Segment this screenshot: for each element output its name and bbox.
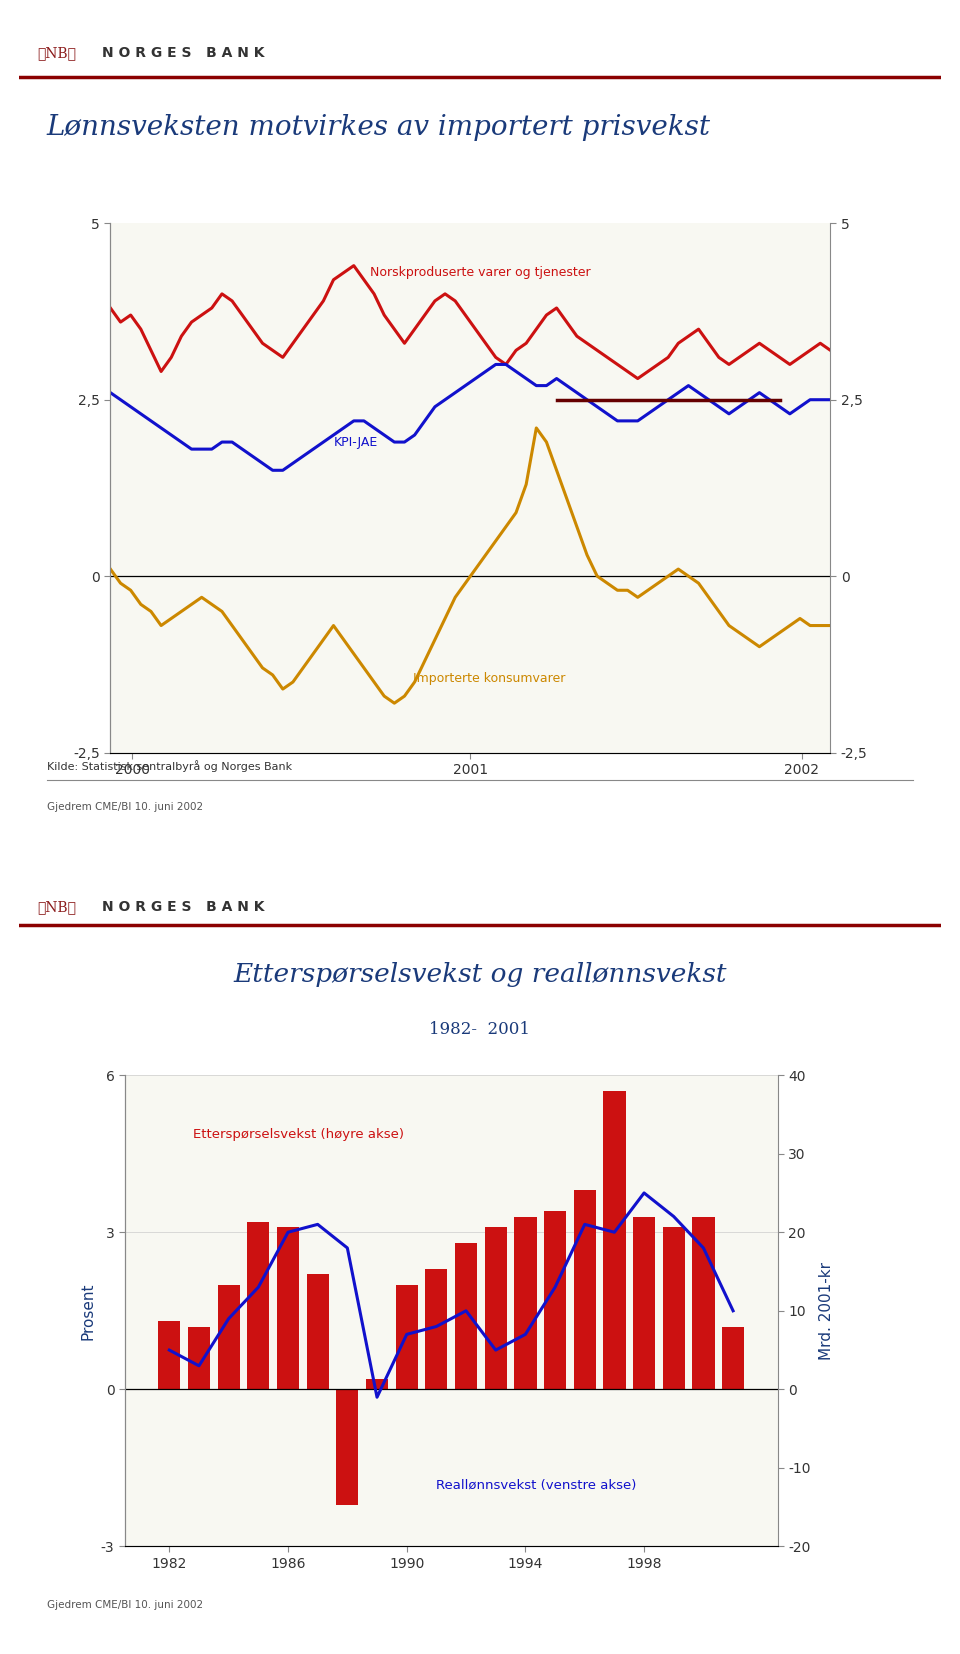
Bar — [633, 1217, 656, 1389]
Text: KPI-JAE: KPI-JAE — [334, 435, 378, 448]
Bar — [218, 1285, 240, 1389]
Text: Reallønnsvekst (venstre akse): Reallønnsvekst (venstre akse) — [437, 1479, 636, 1492]
Bar — [603, 1092, 626, 1389]
Text: ☘NB☘: ☘NB☘ — [37, 900, 77, 915]
Bar — [366, 1379, 388, 1389]
Text: ☘NB☘: ☘NB☘ — [37, 46, 77, 60]
Text: Etterspørselsvekst (høyre akse): Etterspørselsvekst (høyre akse) — [193, 1128, 404, 1141]
Text: Lønnsveksten motvirkes av importert prisvekst: Lønnsveksten motvirkes av importert pris… — [47, 114, 710, 141]
Bar — [425, 1269, 447, 1389]
Bar — [188, 1327, 210, 1389]
Bar — [276, 1227, 300, 1389]
Y-axis label: Mrd. 2001-kr: Mrd. 2001-kr — [819, 1262, 834, 1360]
Text: N O R G E S   B A N K: N O R G E S B A N K — [102, 900, 265, 915]
Bar — [515, 1217, 537, 1389]
Bar — [247, 1222, 270, 1389]
Bar — [573, 1191, 596, 1389]
Bar — [485, 1227, 507, 1389]
Bar — [544, 1211, 566, 1389]
Bar — [692, 1217, 714, 1389]
Text: Gjedrem CME/BI 10. juni 2002: Gjedrem CME/BI 10. juni 2002 — [47, 802, 203, 812]
Bar — [158, 1322, 180, 1389]
Text: Importerte konsumvarer: Importerte konsumvarer — [413, 672, 565, 685]
Bar — [306, 1274, 329, 1389]
Bar — [455, 1242, 477, 1389]
Text: N O R G E S   B A N K: N O R G E S B A N K — [102, 46, 265, 60]
Bar — [396, 1285, 418, 1389]
Bar — [722, 1327, 744, 1389]
Bar — [336, 1389, 358, 1505]
Y-axis label: Prosent: Prosent — [81, 1282, 95, 1340]
Text: Etterspørselsvekst og reallønnsvekst: Etterspørselsvekst og reallønnsvekst — [233, 963, 727, 987]
Text: Kilde: Statistisk sentralbyrå og Norges Bank: Kilde: Statistisk sentralbyrå og Norges … — [47, 761, 292, 772]
Text: 1982-  2001: 1982- 2001 — [429, 1021, 531, 1039]
Text: Norskproduserte varer og tjenester: Norskproduserte varer og tjenester — [370, 266, 590, 280]
Bar — [662, 1227, 684, 1389]
Text: Gjedrem CME/BI 10. juni 2002: Gjedrem CME/BI 10. juni 2002 — [47, 1599, 203, 1609]
